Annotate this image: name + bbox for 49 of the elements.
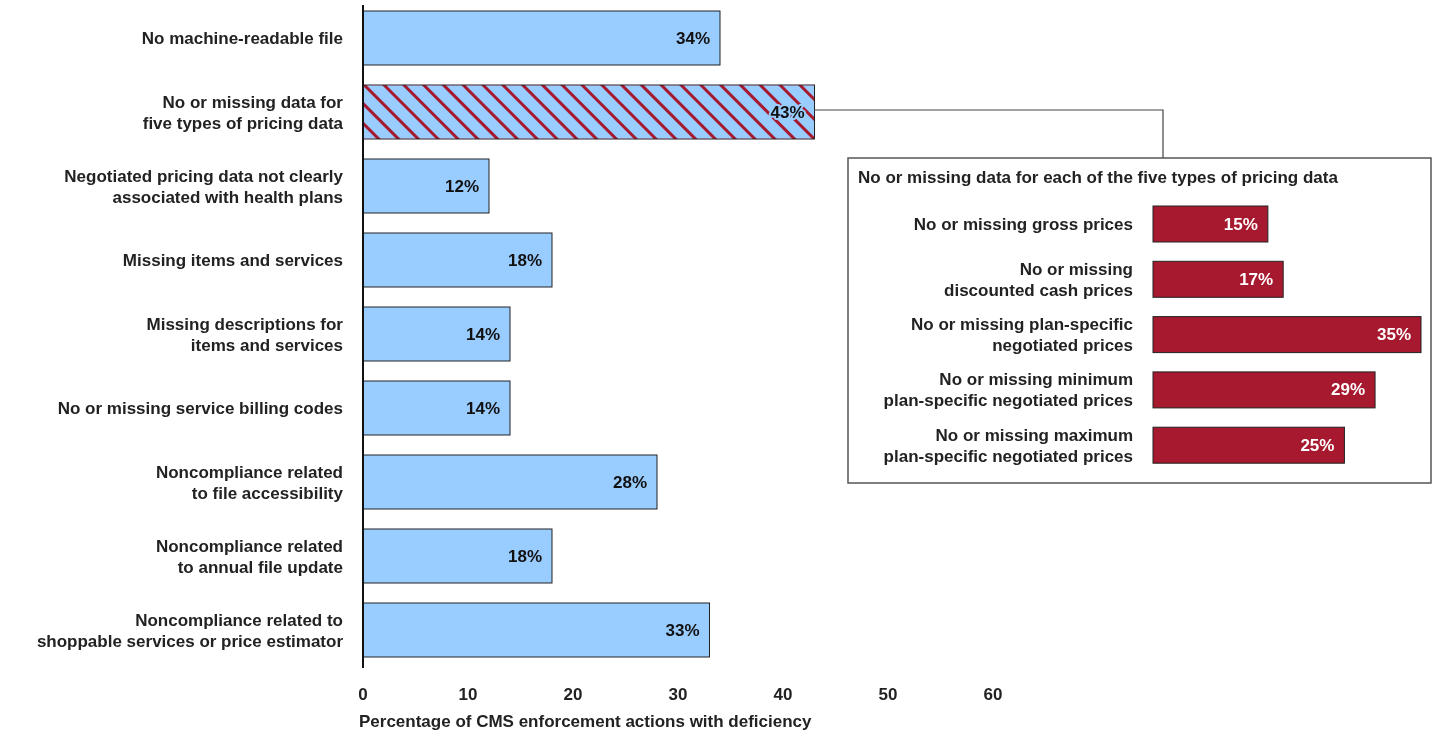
x-tick-label: 20 <box>563 685 583 704</box>
data-label: 17% <box>1239 269 1274 289</box>
y-tick-label: No or missing plan-specific negotiated prices <box>911 314 1133 355</box>
bar <box>1152 205 1269 243</box>
data-label: 15% <box>1223 214 1258 234</box>
bar <box>1152 316 1422 354</box>
data-label: 35% <box>1376 325 1411 345</box>
y-tick-label: No or missing service billing codes <box>57 398 343 418</box>
data-label: 14% <box>465 324 500 344</box>
bar <box>1152 260 1284 298</box>
y-tick-label: No or missing minimum plan-specific negotiated prices <box>883 369 1133 410</box>
data-label: 34% <box>675 28 710 48</box>
data-label: 25% <box>1300 435 1335 455</box>
y-tick-label: No or missing discounted cash prices <box>944 259 1133 300</box>
y-tick-label: No or missing gross prices <box>913 214 1133 234</box>
bar <box>1152 371 1376 409</box>
x-tick-label: 50 <box>878 685 898 704</box>
x-axis-title: Percentage of CMS enforcement actions with deficiency <box>359 712 813 730</box>
data-label: 12% <box>444 176 479 196</box>
bar <box>362 528 553 584</box>
y-tick-label: Missing items and services <box>122 250 343 270</box>
data-label: 33% <box>665 620 700 640</box>
x-tick-label: 10 <box>458 685 478 704</box>
bar <box>362 10 721 66</box>
bar <box>362 306 511 362</box>
y-tick-label: No machine-readable file <box>141 28 343 48</box>
bar <box>1152 426 1345 464</box>
data-label: 29% <box>1331 380 1366 400</box>
bar <box>362 380 511 436</box>
x-tick-label: 60 <box>983 685 1003 704</box>
bar <box>362 454 658 510</box>
data-label: 18% <box>507 250 542 270</box>
x-tick-label: 0 <box>358 685 368 704</box>
bar <box>362 158 490 214</box>
y-tick-label: No or missing maximum plan-specific negotiated prices <box>883 425 1133 466</box>
chart-title: No or missing data for each of the five types of pricing data <box>858 168 1339 187</box>
data-label: 28% <box>612 472 647 492</box>
y-tick-label: Noncompliance related to annual file update <box>155 536 343 576</box>
y-tick-label: Noncompliance related to file accessibility <box>155 462 344 502</box>
y-tick-label: No or missing data for five types of pricing data <box>142 92 344 132</box>
bar <box>362 232 553 288</box>
x-tick-label: 40 <box>773 685 793 704</box>
bar <box>362 602 710 658</box>
data-label: 14% <box>465 398 500 418</box>
data-label: 18% <box>507 546 542 566</box>
y-tick-label: Missing descriptions for items and services <box>146 314 344 354</box>
y-tick-label: Noncompliance related to shoppable services or price estimator <box>36 610 344 650</box>
x-tick-label: 30 <box>668 685 688 704</box>
y-tick-label: Negotiated pricing data not clearly associated with health plans <box>64 166 344 206</box>
